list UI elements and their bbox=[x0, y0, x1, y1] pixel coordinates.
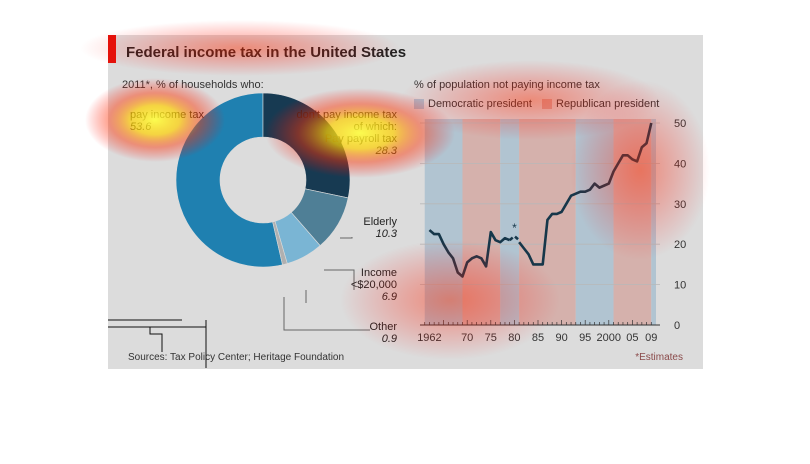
dont-pay-income-tax-label: don't pay income tax of which: Pay payro… bbox=[296, 109, 397, 157]
y-tick-label: 50 bbox=[674, 118, 686, 130]
period-democratic bbox=[651, 119, 656, 325]
sources-note: Sources: Tax Policy Center; Heritage Fou… bbox=[128, 352, 345, 363]
x-tick-label: 85 bbox=[532, 332, 544, 344]
x-tick-label: 90 bbox=[555, 332, 567, 344]
x-tick-label: 75 bbox=[485, 332, 497, 344]
other-label: Other 0.9 bbox=[369, 321, 397, 345]
donut-slice-other bbox=[272, 220, 288, 266]
y-tick-label: 10 bbox=[674, 280, 686, 292]
period-democratic bbox=[424, 119, 463, 325]
x-tick-label: 95 bbox=[579, 332, 591, 344]
donut-leader-line bbox=[340, 237, 353, 239]
x-tick-label: 09 bbox=[645, 332, 657, 344]
estimates-note: *Estimates bbox=[635, 352, 683, 363]
period-republican bbox=[613, 119, 652, 325]
period-republican bbox=[462, 119, 501, 325]
elderly-label: Elderly 10.3 bbox=[363, 216, 397, 240]
estimate-annotation: * bbox=[512, 221, 517, 235]
y-tick-label: 40 bbox=[674, 158, 686, 170]
chart-panel: Federal income tax in the United States … bbox=[108, 35, 703, 369]
x-tick-label: 1962 bbox=[417, 332, 441, 344]
x-tick-label: 70 bbox=[461, 332, 473, 344]
x-tick-label: 80 bbox=[508, 332, 520, 344]
y-tick-label: 20 bbox=[674, 239, 686, 251]
x-tick-label: 05 bbox=[626, 332, 638, 344]
line-chart: 0 10 20 30 40 50 1962 70 75 80 85 90 95 2000 05 09 * bbox=[417, 118, 686, 344]
pay-income-tax-label: pay income tax 53.6 bbox=[130, 109, 204, 133]
y-tick-label: 0 bbox=[674, 320, 680, 332]
period-democratic bbox=[575, 119, 614, 325]
income-under-20000-label: Income <$20,000 6.9 bbox=[350, 267, 397, 303]
y-tick-label: 30 bbox=[674, 199, 686, 211]
series-line bbox=[508, 234, 520, 242]
x-tick-label: 2000 bbox=[597, 332, 621, 344]
